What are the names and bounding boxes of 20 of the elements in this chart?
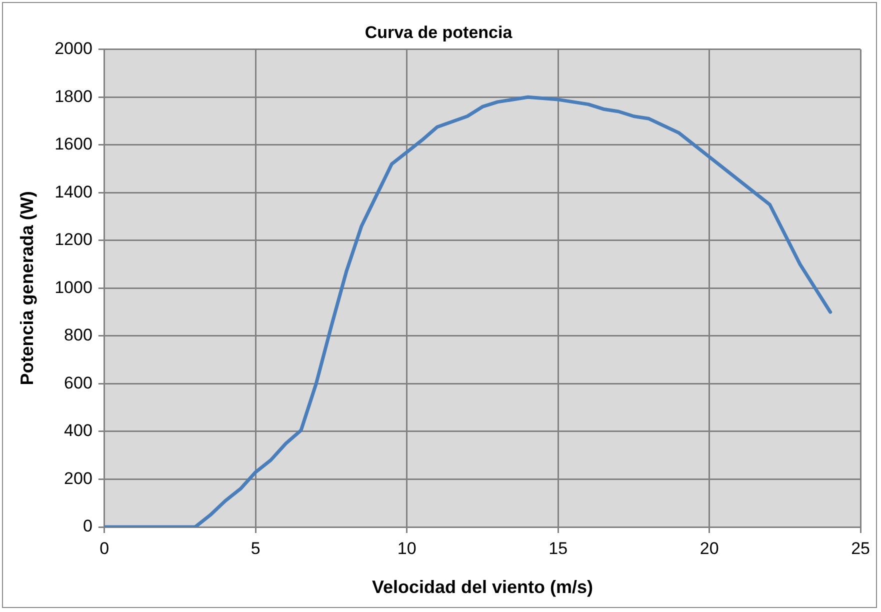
x-tick-label: 15 xyxy=(548,538,568,558)
y-tick-label: 600 xyxy=(64,373,92,392)
y-tick-label: 1600 xyxy=(54,134,92,154)
x-tick-label: 10 xyxy=(397,538,416,558)
x-axis-title: Velocidad del viento (m/s) xyxy=(372,577,594,598)
y-tick-label: 800 xyxy=(64,326,92,345)
y-tick-label: 1200 xyxy=(54,230,92,250)
y-tick-label: 1000 xyxy=(54,278,92,297)
x-tick-label: 0 xyxy=(100,538,110,558)
x-tick-label: 20 xyxy=(700,538,719,558)
chart-title: Curva de potencia xyxy=(364,22,513,42)
y-tick-label: 400 xyxy=(64,421,92,440)
y-tick-label: 200 xyxy=(64,468,92,488)
y-tick-label: 0 xyxy=(82,516,92,536)
y-axis-title: Potencia generada (W) xyxy=(16,191,37,386)
y-tick-label: 2000 xyxy=(54,39,92,58)
x-tick-label: 25 xyxy=(851,538,870,558)
y-tick-label: 1800 xyxy=(54,86,92,106)
x-tick-label: 5 xyxy=(250,538,260,558)
y-tick-label: 1400 xyxy=(54,182,92,202)
